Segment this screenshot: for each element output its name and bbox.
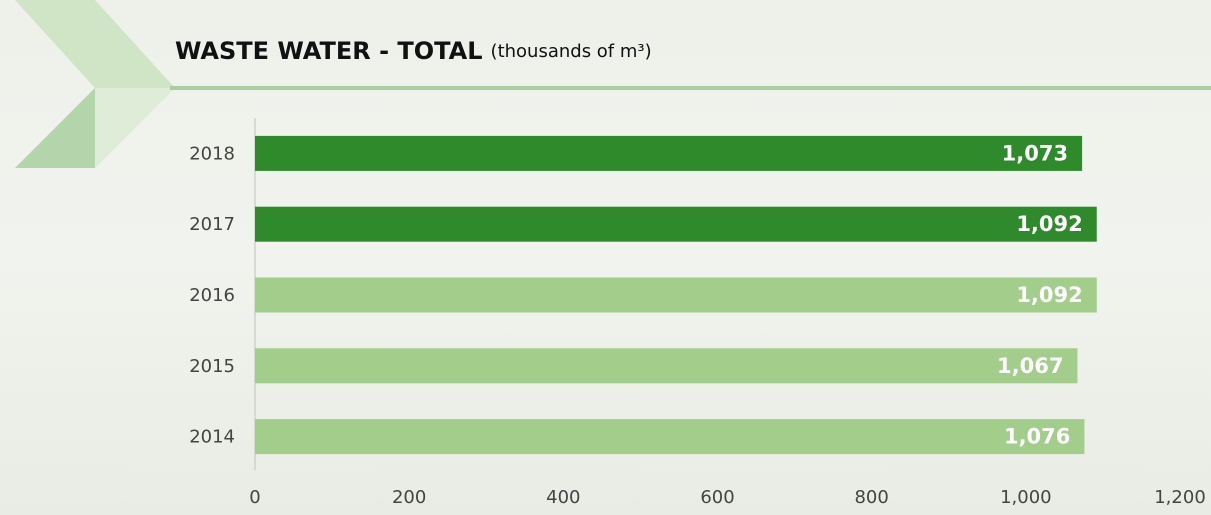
chart-title: WASTE WATER - TOTAL (thousands of m³) bbox=[175, 37, 652, 65]
value-label: 1,073 bbox=[1002, 141, 1068, 165]
x-tick-label: 1,000 bbox=[1000, 487, 1052, 508]
x-tick-label: 0 bbox=[249, 487, 260, 508]
bar bbox=[255, 277, 1097, 313]
y-tick-label: 2017 bbox=[189, 214, 235, 235]
title-rule bbox=[170, 86, 1211, 90]
decor-triangle bbox=[15, 88, 95, 168]
y-tick-label: 2018 bbox=[189, 143, 235, 164]
title-text: WASTE WATER - TOTAL bbox=[175, 37, 483, 65]
value-label: 1,067 bbox=[997, 354, 1063, 378]
value-label: 1,092 bbox=[1016, 212, 1082, 236]
y-tick-label: 2015 bbox=[189, 356, 235, 377]
bar bbox=[255, 348, 1078, 384]
x-tick-label: 200 bbox=[392, 487, 426, 508]
y-tick-label: 2016 bbox=[189, 285, 235, 306]
bar bbox=[255, 206, 1097, 242]
value-label: 1,076 bbox=[1004, 425, 1070, 449]
decor-chevron bbox=[15, 0, 175, 88]
decor-triangle bbox=[95, 88, 175, 168]
value-label: 1,092 bbox=[1016, 283, 1082, 307]
x-tick-label: 600 bbox=[700, 487, 734, 508]
chart-subtitle: (thousands of m³) bbox=[491, 41, 652, 62]
x-tick-label: 1,200 bbox=[1154, 487, 1206, 508]
x-tick-label: 400 bbox=[546, 487, 580, 508]
x-tick-label: 800 bbox=[854, 487, 888, 508]
bar bbox=[255, 419, 1085, 455]
bar bbox=[255, 135, 1083, 171]
y-tick-label: 2014 bbox=[189, 427, 235, 448]
